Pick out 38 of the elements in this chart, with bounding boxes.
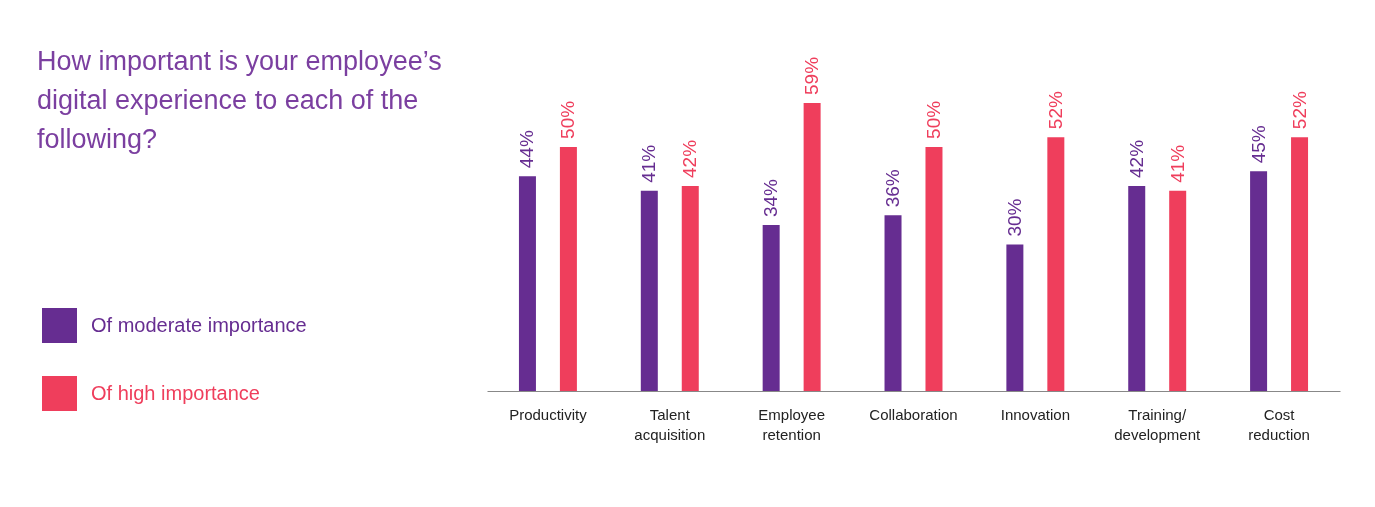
x-tick-label: Employee retention <box>758 405 825 443</box>
data-label: 30% <box>1003 198 1025 237</box>
bar <box>559 146 577 391</box>
x-tick-label: Talent acquisition <box>634 405 706 443</box>
x-tick-label: Innovation <box>1000 405 1070 423</box>
data-label: 52% <box>1288 91 1310 130</box>
data-label: 50% <box>922 100 944 139</box>
bar <box>884 215 902 391</box>
legend-label: Of high importance <box>91 381 260 404</box>
bar <box>1047 137 1065 391</box>
x-tick-label: Productivity <box>509 405 588 423</box>
bar <box>518 176 536 391</box>
bar <box>1169 190 1187 391</box>
data-label: 36% <box>882 169 904 208</box>
data-label: 52% <box>1044 91 1066 130</box>
x-tick-label: Cost reduction <box>1248 405 1310 443</box>
bar <box>925 146 943 391</box>
bar <box>803 103 821 391</box>
data-label: 42% <box>1125 139 1147 178</box>
data-label: 59% <box>801 56 823 95</box>
data-label: 45% <box>1247 125 1269 164</box>
bar <box>762 225 780 391</box>
bar <box>681 185 699 391</box>
data-label: 50% <box>557 100 579 139</box>
x-tick-label: Collaboration <box>869 405 958 423</box>
data-label: 34% <box>760 178 782 218</box>
bar <box>640 190 658 391</box>
data-label: 41% <box>638 144 660 183</box>
bar <box>1250 171 1268 391</box>
bar <box>1291 137 1309 391</box>
text: How important is your employee’s digital experience to each of the following? <box>37 45 443 156</box>
data-label: 44% <box>516 130 538 169</box>
data-label: 41% <box>1166 144 1188 183</box>
legend-label: Of moderate importance <box>91 313 307 336</box>
x-tick-label: Training/ development <box>1114 405 1201 443</box>
data-label: 42% <box>679 139 701 178</box>
bar <box>1006 244 1024 391</box>
bar <box>1128 185 1146 391</box>
